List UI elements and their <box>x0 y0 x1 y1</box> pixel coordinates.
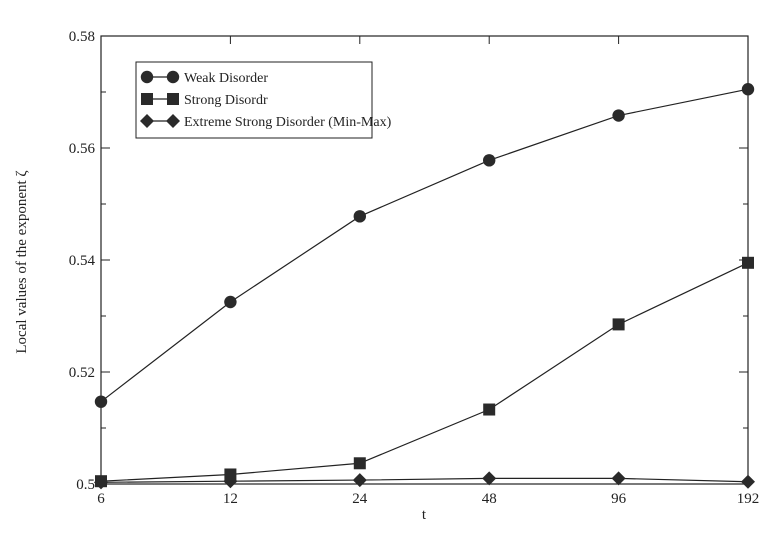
y-tick-label: 0.52 <box>69 365 95 381</box>
legend-marker-weak <box>140 70 154 84</box>
data-point-weak <box>224 295 237 309</box>
series-layer <box>94 83 755 490</box>
data-point-extreme <box>611 471 626 486</box>
x-axis-label: t <box>422 507 427 523</box>
series-line-weak <box>100 88 749 403</box>
data-point-weak <box>741 83 755 96</box>
series-line-strong <box>100 262 749 482</box>
data-point-extreme <box>741 474 755 489</box>
legend-marker-strong <box>141 93 153 105</box>
data-point-strong <box>483 403 496 416</box>
y-tick-label: 0.54 <box>69 253 96 269</box>
data-point-strong <box>742 256 754 269</box>
legend-marker-extreme <box>166 114 180 128</box>
x-tick-label: 96 <box>611 491 627 507</box>
x-tick-label: 12 <box>223 491 238 507</box>
y-ticks: 0.5 0.52 0.54 0.56 0.58 <box>69 29 748 493</box>
legend-label-weak: Weak Disorder <box>184 71 268 86</box>
y-tick-label: 0.56 <box>69 141 96 157</box>
x-tick-label: 192 <box>737 491 760 507</box>
data-point-weak <box>94 395 108 408</box>
data-point-weak <box>612 109 625 122</box>
data-point-extreme <box>352 473 367 488</box>
legend-marker-weak <box>166 70 180 84</box>
legend-label-strong: Strong Disordr <box>184 93 268 108</box>
data-point-strong <box>612 318 625 331</box>
legend-marker-extreme <box>140 114 154 128</box>
data-point-extreme <box>223 474 238 489</box>
data-point-weak <box>483 154 496 167</box>
data-point-extreme <box>482 471 497 486</box>
x-tick-label: 48 <box>482 491 497 507</box>
x-tick-label: 24 <box>352 491 368 507</box>
y-tick-label: 0.5 <box>76 477 95 493</box>
data-point-extreme <box>94 475 108 490</box>
series-line-extreme <box>100 477 749 483</box>
data-point-strong <box>353 457 366 470</box>
legend-label-extreme: Extreme Strong Disorder (Min-Max) <box>184 115 392 130</box>
y-axis-label: Local values of the exponent ζ <box>14 170 30 353</box>
data-point-weak <box>353 210 366 223</box>
y-tick-label: 0.58 <box>69 29 95 45</box>
legend: Weak Disorder Strong Disordr Extreme Stron… <box>135 61 392 139</box>
legend-marker-strong <box>167 93 179 105</box>
x-tick-label: 6 <box>97 491 105 507</box>
